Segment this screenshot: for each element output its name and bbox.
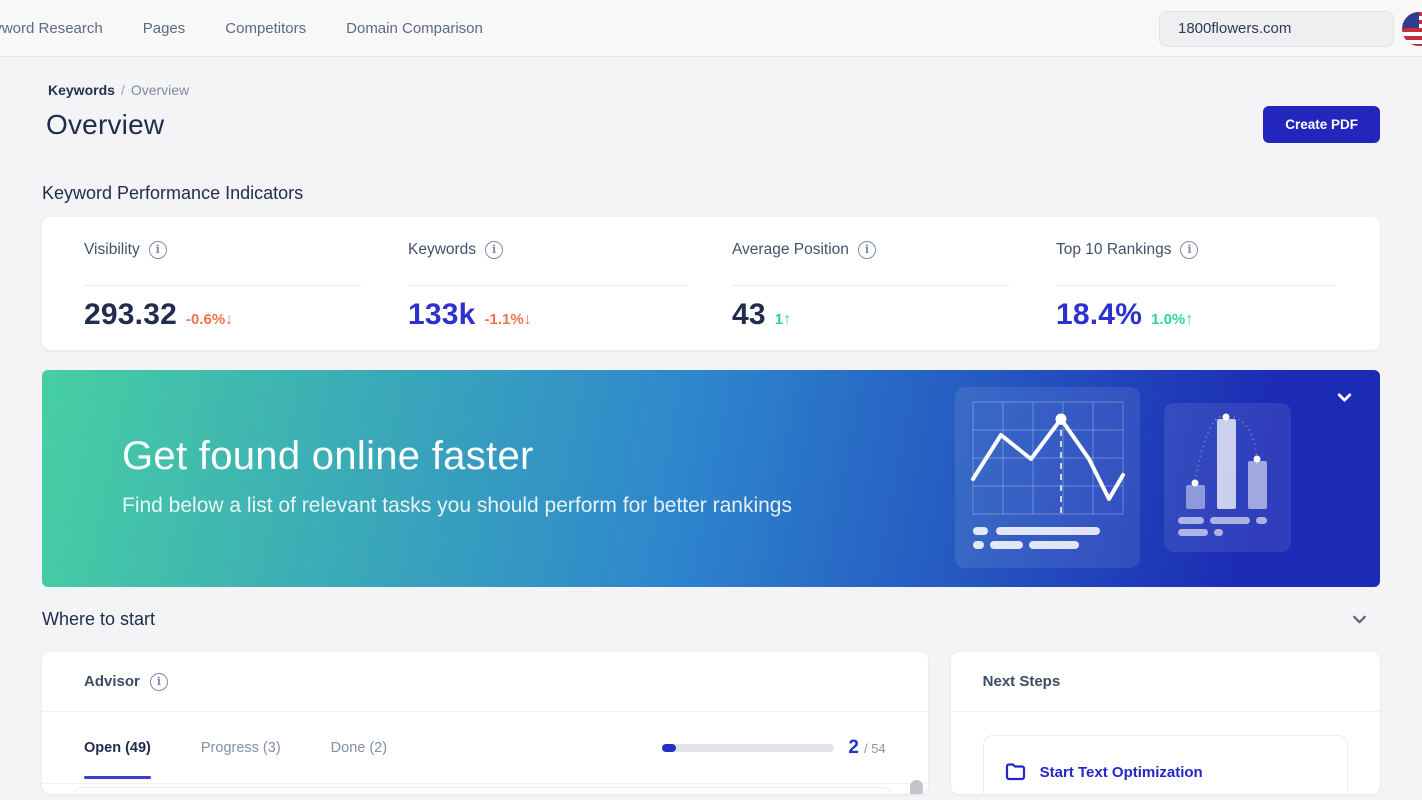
metric-keywords-head: Keywords i [408,241,686,286]
page-title: Overview [46,108,165,140]
advisor-task-item[interactable] [74,787,892,794]
advisor-card: Advisor i Open (49) Progress (3) Done (2… [42,652,928,794]
breadcrumb: Keywords / Overview [48,82,1380,98]
next-steps-header: Next Steps [950,652,1380,712]
bar-chart-illustration [1164,403,1291,552]
up-arrow-icon: ↑ [783,311,792,328]
create-pdf-button[interactable]: Create PDF [1263,106,1380,143]
kpi-card: Visibility i 293.32 -0.6%↓ Keywords i 13… [42,217,1380,350]
banner-collapse-chevron-icon[interactable] [1336,389,1353,406]
bottom-cards-row: Advisor i Open (49) Progress (3) Done (2… [42,652,1380,794]
metric-average-position-value: 43 [732,298,766,331]
next-steps-card: Next Steps Start Text Optimization [950,652,1380,794]
metric-visibility-value-row: 293.32 -0.6%↓ [84,298,362,332]
metric-top10-rankings-value[interactable]: 18.4% [1056,298,1143,331]
advisor-progress: 2 / 54 [662,712,886,783]
main-nav: Keyword Research Pages Competitors Domai… [0,20,483,37]
metric-top10-rankings: Top 10 Rankings i 18.4% 1.0%↑ [1056,241,1380,332]
info-icon[interactable]: i [485,241,504,259]
metric-average-position-value-row: 43 1↑ [732,298,1010,332]
promo-banner: Get found online faster Find below a lis… [42,370,1380,587]
metric-keywords: Keywords i 133k -1.1%↓ [408,241,732,332]
nav-pages[interactable]: Pages [142,19,186,37]
where-to-start-heading: Where to start [42,609,156,629]
info-icon[interactable]: i [148,241,167,259]
info-icon[interactable]: i [149,672,168,691]
info-icon[interactable]: i [1180,241,1199,259]
tab-progress[interactable]: Progress (3) [200,739,281,756]
breadcrumb-overview: Overview [130,82,190,98]
up-arrow-icon: ↑ [1185,311,1194,328]
advisor-tabs: Open (49) Progress (3) Done (2) 2 / 54 [42,712,928,784]
down-arrow-icon: ↓ [523,311,532,328]
metric-keywords-value-row: 133k -1.1%↓ [408,298,686,332]
title-row: Overview Create PDF [46,106,1380,143]
kpi-heading: Keyword Performance Indicators [42,183,304,203]
metric-average-position-label: Average Position [732,241,849,258]
metric-visibility: Visibility i 293.32 -0.6%↓ [84,241,408,332]
scrollbar-thumb[interactable] [909,780,923,794]
metric-visibility-delta: -0.6%↓ [185,311,234,328]
metric-average-position: Average Position i 43 1↑ [732,241,1056,332]
nav-keyword-research[interactable]: Keyword Research [0,19,103,37]
nav-domain-comparison[interactable]: Domain Comparison [346,19,483,37]
breadcrumb-separator: / [120,82,125,98]
down-arrow-icon: ↓ [225,311,234,328]
domain-selector[interactable]: 1800flowers.com [1159,10,1394,47]
where-to-start-row: Where to start [42,609,1380,630]
promo-banner-title: Get found online faster [122,434,534,478]
metric-visibility-label: Visibility [84,241,140,258]
progress-done-count: 2 [848,736,859,758]
metric-average-position-delta: 1↑ [774,311,792,328]
progress-total-count: / 54 [863,740,886,756]
topbar: Keyword Research Pages Competitors Domai… [0,0,1422,57]
main-content: Keywords / Overview Overview Create PDF … [0,82,1422,794]
metric-top10-rankings-label: Top 10 Rankings [1056,241,1172,258]
nav-competitors[interactable]: Competitors [225,19,307,37]
metric-keywords-delta: -1.1%↓ [484,311,532,328]
promo-banner-text: Get found online faster Find below a lis… [42,370,1380,518]
advisor-title: Advisor [84,673,140,690]
line-chart-illustration [955,387,1140,568]
advisor-header: Advisor i [42,652,928,712]
metric-top10-rankings-head: Top 10 Rankings i [1056,241,1334,286]
promo-banner-subtitle: Find below a list of relevant tasks you … [122,494,792,517]
metric-keywords-value[interactable]: 133k [408,298,476,331]
info-icon[interactable]: i [857,241,876,259]
domain-value: 1800flowers.com [1178,20,1292,37]
us-flag-icon[interactable] [1402,11,1422,46]
tab-done[interactable]: Done (2) [330,739,388,756]
breadcrumb-keywords[interactable]: Keywords [48,82,115,98]
next-steps-title: Next Steps [982,673,1061,690]
metric-top10-rankings-delta: 1.0%↑ [1151,311,1194,328]
progress-bar-fill [662,743,677,752]
folder-icon [1005,763,1025,781]
progress-count: 2 / 54 [848,737,885,759]
metric-visibility-head: Visibility i [84,241,362,286]
progress-bar [662,743,835,752]
where-to-start-chevron-icon[interactable] [1351,611,1368,628]
metric-top10-rankings-value-row: 18.4% 1.0%↑ [1056,298,1334,332]
metric-visibility-value: 293.32 [84,298,177,331]
tab-open[interactable]: Open (49) [84,712,151,783]
next-step-label: Start Text Optimization [1039,763,1203,781]
domain-cluster: 1800flowers.com [1159,0,1422,57]
next-step-item-text-optimization[interactable]: Start Text Optimization [982,735,1348,794]
metric-average-position-head: Average Position i [732,241,1010,286]
metric-keywords-label: Keywords [408,241,477,258]
